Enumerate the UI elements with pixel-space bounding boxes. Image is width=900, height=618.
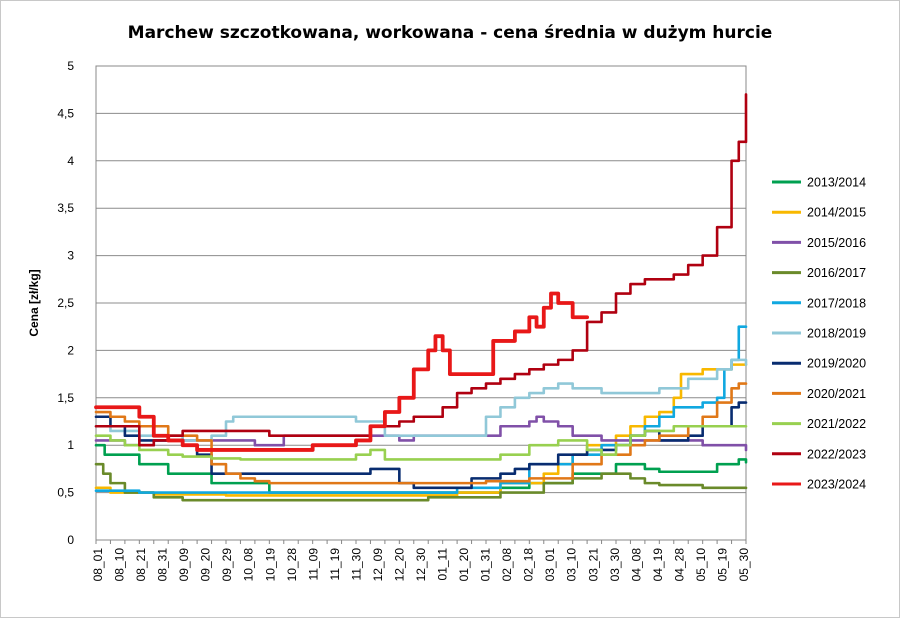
legend-label: 2023/2024 xyxy=(807,478,866,492)
y-tick-label: 3 xyxy=(67,249,74,263)
x-tick-label: 10_28 xyxy=(285,548,299,582)
x-tick-label: 03_01 xyxy=(543,548,557,582)
x-tick-label: 12_20 xyxy=(392,548,406,582)
series-lines xyxy=(94,93,748,502)
x-tick-label: 01_20 xyxy=(457,548,471,582)
legend-label: 2014/2015 xyxy=(807,206,866,220)
series-line-2016-2017 xyxy=(94,462,748,502)
x-tick-label: 03_10 xyxy=(565,548,579,582)
y-tick-label: 0 xyxy=(67,533,74,547)
x-tick-label: 01_31 xyxy=(479,548,493,582)
legend-label: 2018/2019 xyxy=(807,327,866,341)
series-line-2022-2023 xyxy=(94,93,748,447)
y-tick-label: 4,5 xyxy=(57,106,74,120)
legend-label: 2017/2018 xyxy=(807,296,866,310)
y-tick-label: 1,5 xyxy=(57,391,74,405)
y-tick-label: 0,5 xyxy=(57,486,74,500)
x-tick-label: 08_31 xyxy=(156,548,170,582)
y-tick-label: 1 xyxy=(67,438,74,452)
legend-label: 2013/2014 xyxy=(807,176,866,190)
gridlines xyxy=(95,65,747,541)
x-axis-ticks: 08_01 08_10 08_21 08_31 09_09 09_20 09_29 10_08… xyxy=(91,540,751,581)
y-tick-label: 5 xyxy=(67,59,74,73)
x-tick-label: 03_30 xyxy=(608,548,622,582)
x-tick-label: 08_21 xyxy=(134,548,148,582)
y-tick-label: 2 xyxy=(67,343,74,357)
x-tick-label: 08_10 xyxy=(113,548,127,582)
y-tick-label: 4 xyxy=(67,154,74,168)
series-line-2023-2024 xyxy=(94,291,590,452)
series-line-2015-2016 xyxy=(94,415,748,452)
series-line-2013-2014 xyxy=(94,443,748,494)
x-tick-label: 11_19 xyxy=(328,548,342,581)
x-tick-label: 04_19 xyxy=(651,548,665,582)
x-tick-label: 05_19 xyxy=(715,548,729,582)
x-tick-label: 10_19 xyxy=(263,548,277,582)
y-tick-label: 2,5 xyxy=(57,296,74,310)
x-tick-label: 10_08 xyxy=(242,548,256,582)
x-tick-label: 02_18 xyxy=(522,548,536,582)
x-tick-label: 05_10 xyxy=(694,548,708,582)
y-axis-ticks: 0 0,5 1 1,5 2 2,5 3 3,5 4 4,5 5 xyxy=(57,59,74,547)
legend-label: 2016/2017 xyxy=(807,266,866,280)
x-tick-label: 04_28 xyxy=(672,548,686,582)
y-tick-label: 3,5 xyxy=(57,201,74,215)
x-tick-label: 09_09 xyxy=(177,548,191,582)
x-tick-label: 05_30 xyxy=(737,548,751,582)
legend-label: 2021/2022 xyxy=(807,417,866,431)
x-tick-label: 11_09 xyxy=(306,548,320,581)
x-tick-label: 09_20 xyxy=(199,548,213,582)
x-tick-label: 04_08 xyxy=(629,548,643,582)
legend-label: 2022/2023 xyxy=(807,447,866,461)
y-axis-label: Cena [zł/kg] xyxy=(27,269,41,336)
x-tick-label: 02_08 xyxy=(500,548,514,582)
legend-label: 2019/2020 xyxy=(807,357,866,371)
x-tick-label: 09_29 xyxy=(220,548,234,582)
chart-title: Marchew szczotkowana, workowana - cena ś… xyxy=(128,23,773,43)
x-tick-label: 03_21 xyxy=(586,548,600,582)
plot-area-border xyxy=(95,65,747,541)
series-line-2018-2019 xyxy=(94,358,748,442)
x-tick-label: 12_09 xyxy=(371,548,385,582)
legend-label: 2020/2021 xyxy=(807,387,866,401)
x-tick-label: 08_01 xyxy=(91,548,105,582)
legend-label: 2015/2016 xyxy=(807,236,866,250)
legend: 2013/2014 2014/2015 2015/2016 2016/2017 2017… xyxy=(772,176,866,492)
series-line-2021-2022 xyxy=(94,424,748,461)
x-tick-label: 12_30 xyxy=(414,548,428,582)
x-tick-label: 11_30 xyxy=(349,548,363,581)
x-tick-label: 01_11 xyxy=(436,548,450,581)
